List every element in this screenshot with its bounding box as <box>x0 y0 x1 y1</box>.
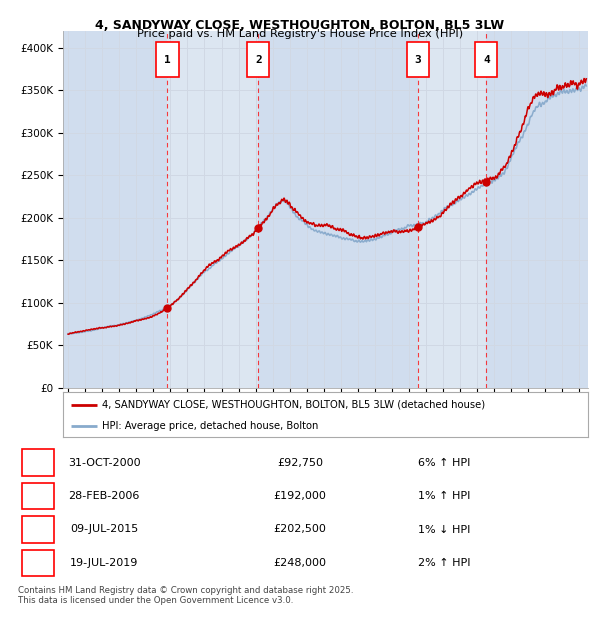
Text: 31-OCT-2000: 31-OCT-2000 <box>68 458 140 467</box>
Text: 1: 1 <box>164 55 171 64</box>
Text: 3: 3 <box>35 523 42 536</box>
FancyBboxPatch shape <box>407 42 429 78</box>
FancyBboxPatch shape <box>22 550 54 576</box>
Text: 19-JUL-2019: 19-JUL-2019 <box>70 558 139 568</box>
Text: 28-FEB-2006: 28-FEB-2006 <box>68 491 140 501</box>
Text: HPI: Average price, detached house, Bolton: HPI: Average price, detached house, Bolt… <box>103 421 319 431</box>
FancyBboxPatch shape <box>475 42 497 78</box>
Text: Price paid vs. HM Land Registry's House Price Index (HPI): Price paid vs. HM Land Registry's House … <box>137 29 463 39</box>
Text: 1: 1 <box>35 456 42 469</box>
Text: Contains HM Land Registry data © Crown copyright and database right 2025.
This d: Contains HM Land Registry data © Crown c… <box>18 586 353 605</box>
FancyBboxPatch shape <box>157 42 179 78</box>
Text: £202,500: £202,500 <box>274 525 326 534</box>
Bar <box>63 31 167 388</box>
Text: 2: 2 <box>255 55 262 64</box>
Text: 4: 4 <box>483 55 490 64</box>
Text: 2% ↑ HPI: 2% ↑ HPI <box>418 558 470 568</box>
Text: £248,000: £248,000 <box>274 558 326 568</box>
Text: 1% ↑ HPI: 1% ↑ HPI <box>418 491 470 501</box>
FancyBboxPatch shape <box>22 483 54 509</box>
Text: 6% ↑ HPI: 6% ↑ HPI <box>418 458 470 467</box>
FancyBboxPatch shape <box>247 42 269 78</box>
Bar <box>259 31 418 388</box>
Text: 1% ↓ HPI: 1% ↓ HPI <box>418 525 470 534</box>
Text: £92,750: £92,750 <box>277 458 323 467</box>
FancyBboxPatch shape <box>22 450 54 476</box>
Text: 4, SANDYWAY CLOSE, WESTHOUGHTON, BOLTON, BL5 3LW: 4, SANDYWAY CLOSE, WESTHOUGHTON, BOLTON,… <box>95 19 505 32</box>
Text: 4: 4 <box>35 557 42 569</box>
Bar <box>487 31 588 388</box>
Text: 4, SANDYWAY CLOSE, WESTHOUGHTON, BOLTON, BL5 3LW (detached house): 4, SANDYWAY CLOSE, WESTHOUGHTON, BOLTON,… <box>103 400 485 410</box>
Text: 09-JUL-2015: 09-JUL-2015 <box>70 525 138 534</box>
Text: 3: 3 <box>415 55 421 64</box>
FancyBboxPatch shape <box>22 516 54 542</box>
Text: 2: 2 <box>35 490 42 502</box>
Text: £192,000: £192,000 <box>274 491 326 501</box>
